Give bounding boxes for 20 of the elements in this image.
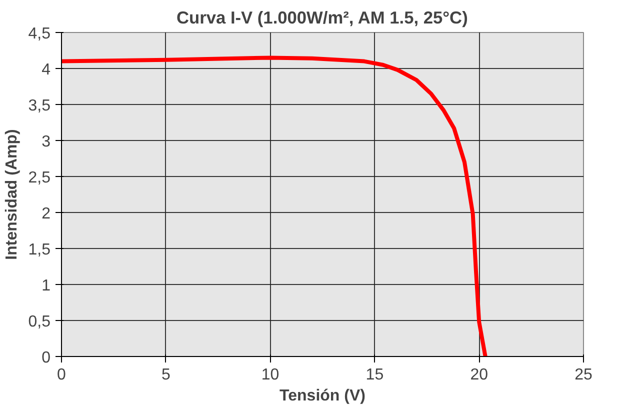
y-tick-label: 0,5 xyxy=(28,314,51,330)
line-series xyxy=(62,56,488,356)
y-tick-label: 1,5 xyxy=(28,242,51,258)
x-tick-label: 10 xyxy=(261,366,280,384)
y-tick-label: 2,5 xyxy=(28,170,51,186)
y-tick-label: 2 xyxy=(42,206,51,222)
y-tick-label: 3,5 xyxy=(28,98,51,114)
x-tick-label: 20 xyxy=(470,366,488,384)
y-tick-label: 0 xyxy=(42,350,51,366)
y-tick-label: 1 xyxy=(42,278,51,294)
y-tick-label: 4 xyxy=(42,62,51,78)
x-tick-label: 25 xyxy=(574,366,592,384)
y-tick-label: 4,5 xyxy=(28,26,51,42)
x-tick-label: 0 xyxy=(57,366,66,384)
chart-title: Curva I-V (1.000W/m², AM 1.5, 25°C) xyxy=(176,8,468,28)
x-tick-label: 15 xyxy=(366,366,384,384)
x-tick-label: 5 xyxy=(161,366,170,384)
y-axis-title: Intensidad (Amp) xyxy=(3,129,20,260)
y-tick-label: 3 xyxy=(42,134,51,150)
x-axis-title: Tensión (V) xyxy=(280,388,366,404)
